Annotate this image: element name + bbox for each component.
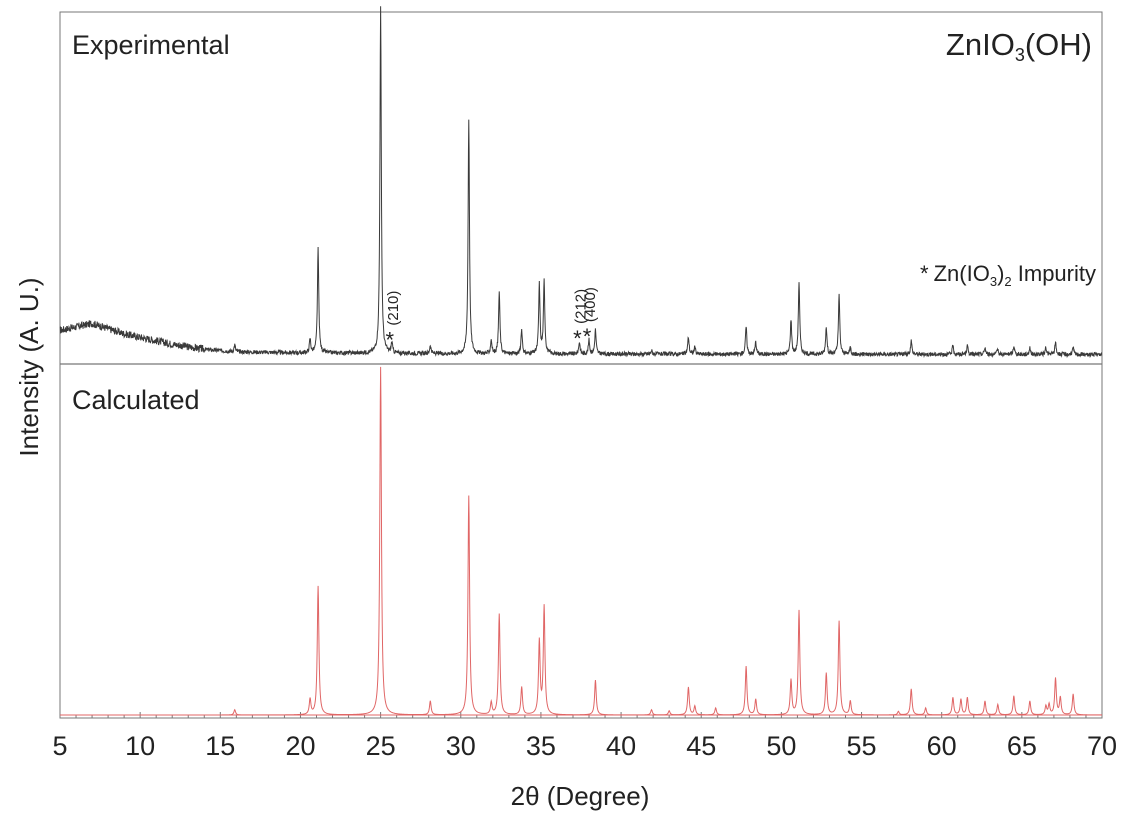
x-tick-label: 60 <box>927 731 957 761</box>
chart-title: ZnIO3(OH) <box>946 27 1092 65</box>
calculated-series <box>60 366 1102 716</box>
hkl-label: (210) <box>385 291 402 326</box>
x-tick-label: 5 <box>52 731 67 761</box>
x-tick-label: 70 <box>1087 731 1117 761</box>
peak-annotations: * * *(210) (212)(400) <box>385 287 599 352</box>
x-tick-label: 15 <box>205 731 235 761</box>
impurity-paren: ) <box>997 261 1004 286</box>
impurity-label: * Zn(IO3)2 Impurity <box>920 261 1096 289</box>
x-tick-label: 20 <box>285 731 315 761</box>
series-line <box>60 366 1102 716</box>
x-tick-label: 50 <box>766 731 796 761</box>
plot-border <box>59 11 1103 719</box>
impurity-sub-2: 2 <box>1004 274 1011 289</box>
x-tick-label: 25 <box>366 731 396 761</box>
impurity-sub-1: 3 <box>990 274 997 289</box>
impurity-main: Zn(IO <box>934 261 990 286</box>
chart-title-tail: (OH) <box>1025 27 1092 62</box>
panel-label-experimental: Experimental <box>72 30 230 60</box>
impurity-marker: * <box>583 324 592 349</box>
y-axis-title: Intensity (A. U.) <box>14 277 44 456</box>
x-tick-label: 35 <box>526 731 556 761</box>
x-tick-label: 10 <box>125 731 155 761</box>
x-tick-label: 45 <box>686 731 716 761</box>
hkl-label: (212) <box>572 289 589 324</box>
chart-title-main: ZnIO <box>946 27 1015 62</box>
series-line <box>59 6 1103 359</box>
hkl-label: (400) <box>582 287 599 322</box>
x-tick-label: 30 <box>446 731 476 761</box>
impurity-star: * <box>920 261 929 286</box>
experimental-series <box>59 6 1103 359</box>
x-tick-label: 65 <box>1007 731 1037 761</box>
x-tick-label: 55 <box>847 731 877 761</box>
x-axis-title: 2θ (Degree) <box>511 781 650 811</box>
x-tick-label: 40 <box>606 731 636 761</box>
impurity-rest: Impurity <box>1012 261 1096 286</box>
plot-frame <box>59 11 1103 719</box>
x-tick-labels: 5 10 15 20 25 30 35 40 45 50 55 60 65 70 <box>52 731 1117 761</box>
panel-label-calculated: Calculated <box>72 385 200 415</box>
impurity-marker: * <box>573 326 582 351</box>
chart-title-subscript: 3 <box>1015 45 1025 65</box>
impurity-marker: * <box>386 328 395 353</box>
